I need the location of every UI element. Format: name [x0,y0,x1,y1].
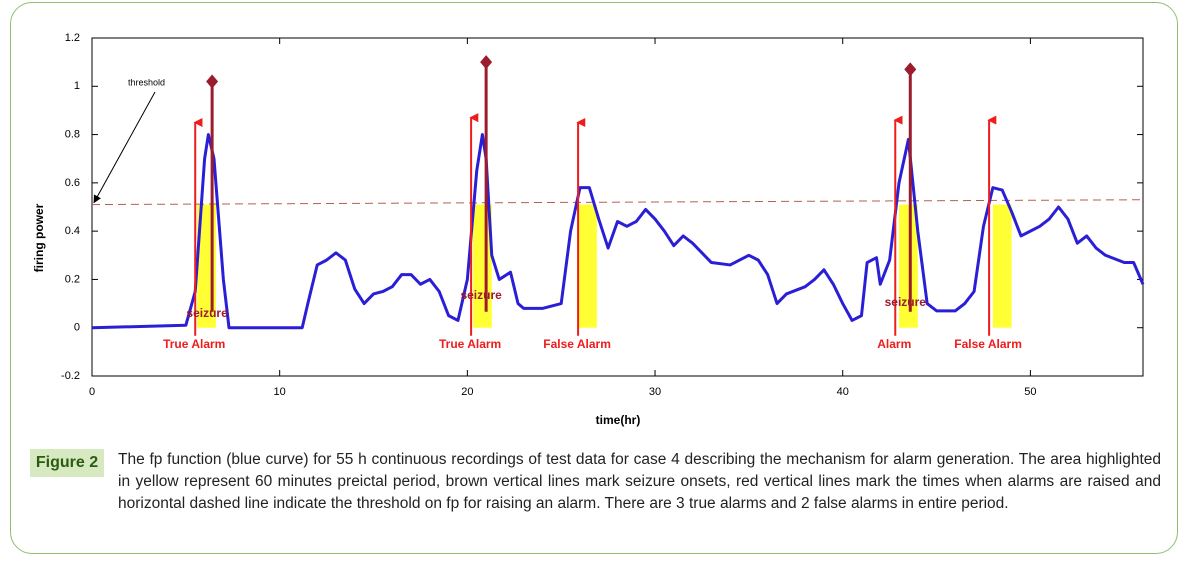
y-tick-label: 0.6 [65,177,80,189]
alarm-label: True Alarm [439,337,501,351]
preictal-region [992,204,1012,328]
y-tick-label: 1 [74,80,80,92]
y-tick-label: 0.2 [65,273,80,285]
x-tick-label: 0 [89,386,95,398]
y-tick-label: 1.2 [65,32,80,44]
y-tick-label: -0.2 [61,370,80,382]
fp-curve [91,133,1145,330]
x-tick-label: 10 [274,386,286,398]
y-tick-label: 0.8 [65,128,80,140]
alarm-label: False Alarm [543,337,611,351]
chart: time(hr) firing power -0.2 0 0.2 0.4 0.6 0.8 1… [32,32,1145,427]
y-tick-label: 0.4 [65,225,80,237]
x-tick-label: 50 [1024,386,1036,398]
alarm-label: True Alarm [163,337,225,351]
preictal-region [899,204,918,328]
threshold-pointer [93,91,156,204]
seizure-marker [904,62,917,77]
seizure-marker [206,74,219,89]
threshold-label: threshold [128,77,165,87]
x-tick-label: 40 [837,386,849,398]
figure-caption: The fp function (blue curve) for 55 h co… [118,451,1161,512]
alarm-label: False Alarm [954,337,1022,351]
y-tick-label: 0 [74,322,80,334]
seizure-label: seizure [885,295,927,309]
seizure-label: seizure [460,288,502,302]
figure-label: Figure 2 [30,449,104,477]
x-tick-label: 20 [461,386,473,398]
x-axis-label: time(hr) [596,413,641,427]
figure-frame [10,2,1178,554]
preictal-region [578,204,597,328]
y-axis-label: firing power [32,203,46,272]
threshold-line [91,199,1144,206]
alarm-label: Alarm [877,337,911,351]
x-tick-label: 30 [649,386,661,398]
plot-frame [91,37,1144,377]
seizure-label: seizure [186,306,228,320]
seizure-marker [480,55,493,70]
